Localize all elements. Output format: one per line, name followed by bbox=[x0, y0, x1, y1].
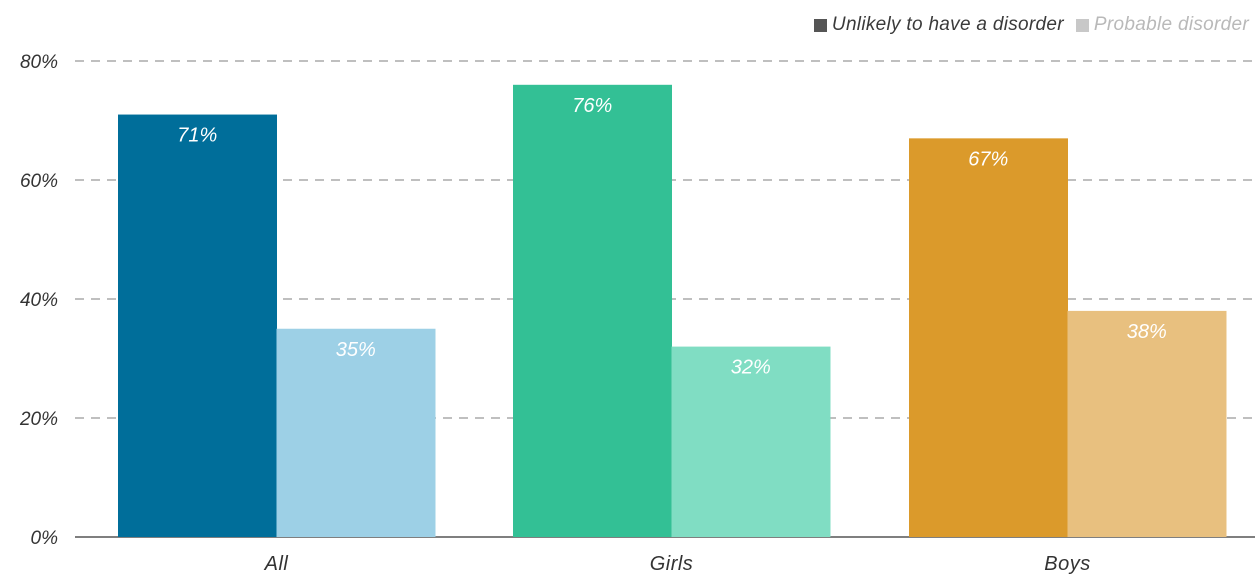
data-label: 35% bbox=[336, 339, 376, 361]
bar-boys-series2 bbox=[1067, 310, 1227, 537]
x-tick-label: Boys bbox=[1044, 553, 1090, 574]
bar-boys-series1 bbox=[909, 138, 1068, 537]
y-tick-label: 40% bbox=[20, 290, 58, 311]
legend-label-unlikely: Unlikely to have a disorder bbox=[831, 14, 1064, 35]
legend-swatch-probable bbox=[1075, 18, 1089, 32]
y-tick-label: 0% bbox=[31, 528, 59, 549]
legend: Unlikely to have a disorder Probable dis… bbox=[802, 14, 1249, 36]
legend-item-probable: Probable disorder bbox=[1075, 14, 1249, 36]
legend-swatch-unlikely bbox=[813, 18, 827, 32]
data-label: 67% bbox=[968, 148, 1008, 170]
y-tick-label: 60% bbox=[20, 171, 58, 192]
data-label: 76% bbox=[572, 95, 612, 117]
bar-all-series2 bbox=[276, 328, 436, 537]
x-tick-label: Girls bbox=[650, 553, 694, 574]
x-tick-label: All bbox=[264, 553, 289, 574]
legend-label-probable: Probable disorder bbox=[1093, 14, 1249, 35]
data-label: 71% bbox=[177, 125, 217, 147]
legend-item-unlikely: Unlikely to have a disorder bbox=[813, 14, 1064, 36]
y-tick-label: 20% bbox=[19, 409, 58, 430]
bar-girls-series2 bbox=[671, 346, 831, 537]
data-label: 32% bbox=[731, 357, 771, 379]
bar-all-series1 bbox=[118, 114, 277, 538]
y-tick-label: 80% bbox=[20, 52, 58, 73]
data-label: 38% bbox=[1127, 321, 1167, 343]
bar-girls-series1 bbox=[513, 84, 672, 538]
